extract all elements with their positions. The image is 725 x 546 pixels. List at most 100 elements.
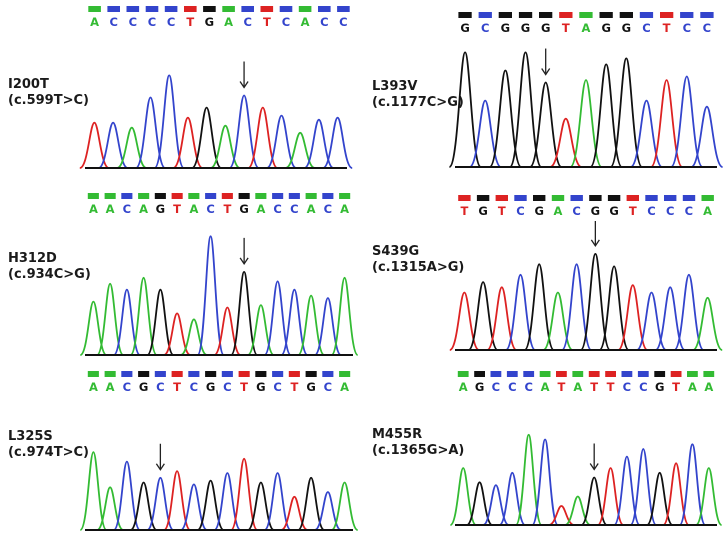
base-call-letter: C: [492, 380, 500, 394]
base-color-block: [599, 12, 613, 18]
base-color-block: [506, 371, 518, 377]
trace-peak: [636, 291, 667, 351]
base-color-block: [476, 195, 490, 201]
base-color-block: [572, 371, 584, 377]
base-color-block: [490, 371, 502, 377]
base-call-letter: C: [524, 380, 532, 394]
base-color-block: [221, 193, 233, 199]
base-color-block: [272, 193, 284, 199]
base-color-block: [339, 193, 351, 199]
trace-peak: [448, 291, 480, 351]
base-call-letter: C: [273, 202, 281, 216]
base-call-letter: T: [557, 380, 565, 394]
base-call-letter: A: [541, 380, 550, 394]
trace-peak: [313, 297, 342, 356]
base-call-letter: G: [609, 204, 618, 218]
base-color-block: [700, 12, 714, 18]
mutation-label: H312D: [8, 251, 57, 266]
trace-peak: [285, 131, 316, 169]
base-color-block: [138, 193, 150, 199]
base-color-block: [171, 371, 183, 377]
trace-peak: [230, 271, 259, 356]
base-color-block: [539, 371, 551, 377]
base-color-block: [188, 371, 200, 377]
base-color-block: [288, 193, 300, 199]
trace-peak: [228, 94, 260, 169]
base-call-letter: G: [501, 21, 510, 35]
base-color-block: [164, 6, 178, 12]
base-call-letter: C: [647, 204, 655, 218]
base-color-block: [104, 371, 116, 377]
base-color-block: [654, 371, 666, 377]
trace-peak: [163, 312, 191, 356]
chromatogram-traces: [449, 433, 723, 526]
base-color-block: [272, 371, 284, 377]
trace-peak: [589, 63, 623, 168]
base-call-letter: C: [623, 380, 631, 394]
base-call-letter: G: [591, 204, 600, 218]
base-call-letter: A: [224, 15, 233, 29]
trace-peak: [129, 276, 158, 356]
base-color-block: [88, 6, 101, 12]
trace-peak: [662, 462, 690, 526]
base-color-block: [203, 6, 216, 12]
base-call-letter: C: [206, 202, 214, 216]
base-color-block: [478, 12, 492, 18]
base-color-block: [589, 195, 602, 201]
base-call-letter: C: [282, 15, 290, 29]
base-color-block: [188, 193, 200, 199]
trace-peak: [482, 484, 510, 526]
base-color-block: [318, 6, 331, 12]
trace-peak: [596, 467, 625, 526]
chromatogram-traces: [448, 253, 723, 351]
base-call-letter: A: [340, 380, 349, 394]
trace-peak: [98, 121, 129, 169]
base-call-letter: C: [642, 21, 650, 35]
base-call-letter: A: [573, 380, 582, 394]
base-call-letter: G: [205, 15, 214, 29]
trace-peak: [569, 79, 603, 168]
base-call-letter: G: [460, 21, 469, 35]
base-color-block: [533, 195, 546, 201]
trace-peak: [112, 288, 141, 356]
base-call-letter: C: [129, 15, 137, 29]
trace-peak: [505, 273, 536, 351]
trace-peak: [146, 476, 175, 531]
base-call-letter: A: [106, 202, 115, 216]
base-color-block: [121, 193, 133, 199]
base-color-block: [104, 193, 116, 199]
trace-peak: [230, 457, 259, 531]
base-call-letter: T: [186, 15, 194, 29]
base-color-block: [588, 371, 600, 377]
base-call-letter: T: [223, 202, 231, 216]
base-color-block: [238, 193, 250, 199]
base-call-letter: A: [307, 202, 316, 216]
base-color-block: [621, 371, 633, 377]
trace-peak: [79, 121, 110, 169]
trace-peak: [196, 235, 225, 356]
base-call-letter: G: [478, 204, 487, 218]
base-call-letter: C: [703, 21, 711, 35]
base-color-block: [222, 6, 235, 12]
base-call-letter: C: [109, 15, 117, 29]
base-call-letter: G: [521, 21, 530, 35]
trace-peak: [598, 265, 630, 351]
base-call-letter: G: [601, 21, 610, 35]
base-call-letter: A: [582, 21, 591, 35]
trace-peak: [280, 288, 309, 356]
base-call-letter: T: [562, 21, 570, 35]
base-color-block: [518, 12, 533, 18]
base-call-letter: T: [173, 380, 181, 394]
base-call-letter: G: [256, 380, 265, 394]
base-call-letter: C: [190, 380, 198, 394]
base-call-letter: A: [459, 380, 468, 394]
trace-peak: [180, 318, 208, 356]
trace-peak: [579, 253, 611, 351]
trace-peak: [467, 281, 499, 351]
base-color-block: [626, 195, 639, 201]
